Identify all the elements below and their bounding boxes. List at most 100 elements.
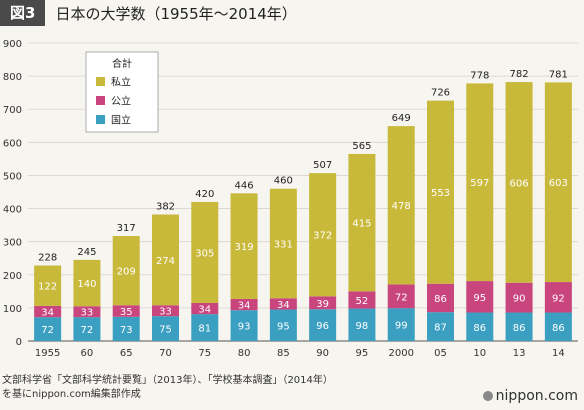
bar-value-label: 93 bbox=[238, 322, 251, 333]
bar-segment bbox=[112, 305, 140, 317]
bar-value-label: 75 bbox=[159, 325, 172, 336]
legend-swatch bbox=[96, 77, 105, 86]
total-label: 228 bbox=[38, 253, 57, 264]
total-label: 460 bbox=[274, 176, 293, 187]
x-tick-label: 70 bbox=[159, 348, 172, 359]
bar-value-label: 606 bbox=[510, 178, 529, 189]
x-tick-label: 60 bbox=[81, 348, 94, 359]
bar-segment bbox=[387, 126, 415, 285]
bar-value-label: 331 bbox=[274, 239, 293, 250]
bar-segment bbox=[544, 82, 572, 283]
y-tick-label: 300 bbox=[3, 238, 22, 249]
bar-segment bbox=[191, 314, 219, 341]
title-bar: 図3 日本の大学数（1955年～2014年） bbox=[0, 0, 297, 26]
x-tick-label: 80 bbox=[238, 348, 251, 359]
bar-value-label: 415 bbox=[352, 219, 371, 230]
x-tick-label: 75 bbox=[198, 348, 211, 359]
bar-segment bbox=[230, 310, 258, 341]
bar-segment bbox=[427, 100, 454, 284]
bar-value-label: 92 bbox=[552, 293, 565, 304]
bar-segment bbox=[427, 283, 454, 313]
chart: 0 100 200 300 400 500 600 700 800 900 72 34 122 228 19… bbox=[3, 39, 578, 359]
bar-segment bbox=[466, 83, 494, 282]
bar-segment bbox=[309, 309, 337, 341]
bar-segment bbox=[112, 236, 140, 306]
total-label: 317 bbox=[117, 223, 136, 234]
x-tick-label: 95 bbox=[356, 348, 369, 359]
bar-value-label: 86 bbox=[434, 294, 447, 305]
bar-value-label: 209 bbox=[117, 267, 136, 278]
bar-value-label: 305 bbox=[195, 248, 214, 259]
bar-value-label: 86 bbox=[473, 323, 486, 334]
bar-segment bbox=[387, 284, 415, 309]
total-label: 382 bbox=[156, 202, 175, 213]
bar-value-label: 72 bbox=[395, 292, 408, 303]
bar-segment bbox=[544, 282, 572, 313]
y-tick-label: 800 bbox=[3, 72, 22, 83]
publisher-logo: nippon.com bbox=[482, 388, 578, 404]
total-label: 507 bbox=[313, 160, 332, 171]
logo-icon bbox=[482, 391, 493, 401]
bar-value-label: 90 bbox=[513, 294, 526, 305]
legend-title: 合計 bbox=[112, 57, 132, 70]
bar-segment bbox=[269, 188, 297, 299]
y-tick-label: 100 bbox=[3, 304, 22, 315]
legend-swatch bbox=[96, 115, 105, 124]
y-tick-label: 700 bbox=[3, 105, 22, 116]
bar-segment bbox=[505, 282, 533, 313]
bar-segment bbox=[73, 306, 101, 318]
bar-segment bbox=[387, 308, 415, 341]
x-tick-label: 10 bbox=[473, 348, 486, 359]
bar-segment bbox=[152, 214, 179, 306]
bar-value-label: 35 bbox=[120, 307, 133, 318]
bar-segment bbox=[427, 312, 454, 341]
bar-value-label: 99 bbox=[395, 321, 408, 332]
bar-value-label: 34 bbox=[41, 308, 54, 319]
bar-value-label: 86 bbox=[552, 323, 565, 334]
x-tick-label: 1955 bbox=[35, 348, 60, 359]
total-label: 245 bbox=[77, 247, 96, 258]
bar-segment bbox=[73, 317, 101, 341]
bar-value-label: 72 bbox=[41, 325, 54, 336]
bar-segment bbox=[269, 309, 297, 341]
bar-value-label: 34 bbox=[277, 300, 290, 311]
total-label: 781 bbox=[549, 69, 568, 80]
bar-segment bbox=[152, 316, 179, 341]
y-tick-label: 0 bbox=[16, 337, 22, 348]
bar-value-label: 319 bbox=[235, 242, 254, 253]
y-tick-label: 600 bbox=[3, 138, 22, 149]
total-label: 565 bbox=[352, 141, 371, 152]
bar-value-label: 52 bbox=[356, 296, 369, 307]
source-line-1: 文部科学省「文部科学統計要覧」（2013年）、「学校基本調査」（2014年） bbox=[2, 375, 333, 386]
bar-segment bbox=[348, 308, 376, 341]
logo-text: nippon.com bbox=[495, 388, 578, 404]
x-tick-label: 65 bbox=[120, 348, 133, 359]
bar-segment bbox=[191, 302, 219, 315]
bar-value-label: 81 bbox=[198, 324, 211, 335]
x-tick-label: 05 bbox=[434, 348, 447, 359]
bar-segment bbox=[309, 296, 337, 310]
legend-label: 公立 bbox=[111, 95, 131, 108]
x-tick-label: 85 bbox=[277, 348, 290, 359]
bar-segment bbox=[34, 265, 62, 306]
bar-segment bbox=[466, 312, 494, 341]
bar-value-label: 95 bbox=[473, 293, 486, 304]
bar-segment bbox=[112, 316, 140, 341]
bar-value-label: 73 bbox=[120, 325, 133, 336]
bar-value-label: 86 bbox=[513, 323, 526, 334]
bar-value-label: 33 bbox=[159, 307, 172, 318]
bar-value-label: 34 bbox=[238, 301, 251, 312]
source-line-2: を基にnippon.com編集部作成 bbox=[2, 389, 141, 400]
bar-value-label: 87 bbox=[434, 323, 447, 334]
bar-segment bbox=[348, 291, 376, 309]
y-tick-label: 500 bbox=[3, 171, 22, 182]
bar-value-label: 478 bbox=[392, 201, 411, 212]
bar-segment bbox=[348, 153, 376, 292]
bar-value-label: 274 bbox=[156, 256, 175, 267]
total-label: 420 bbox=[195, 189, 214, 200]
bar-segment bbox=[230, 298, 258, 311]
bar-segment bbox=[505, 82, 533, 283]
total-label: 726 bbox=[431, 88, 450, 99]
bar-value-label: 34 bbox=[198, 305, 211, 316]
bar-segment bbox=[269, 298, 297, 310]
